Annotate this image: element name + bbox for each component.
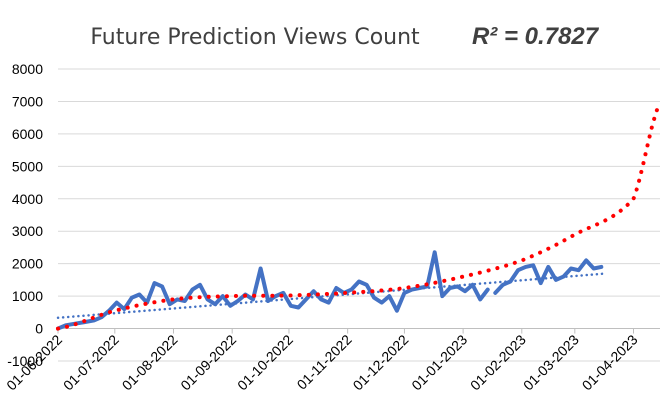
y-tick-label: 7000: [12, 93, 43, 109]
series-line-polynomial-trend: [56, 101, 662, 331]
x-tick-label: 01-10-2022: [234, 331, 296, 393]
y-axis-tick-labels: -1000 0 1000 2000 3000 4000 5000 6000 7000 8000: [7, 61, 43, 369]
x-tick-label: 01-08-2022: [119, 331, 181, 393]
x-tick-label: 01-02-2023: [467, 331, 529, 393]
r-squared-annotation: R² = 0.7827: [472, 23, 600, 50]
y-tick-label: 4000: [12, 191, 43, 207]
series-line-actual: [56, 250, 490, 331]
x-tick-label: 01-09-2022: [177, 331, 239, 393]
x-tick-label: 01-01-2023: [408, 331, 470, 393]
x-tick-label: 01-12-2022: [350, 331, 412, 393]
gridlines: [57, 68, 660, 362]
x-tick-label: 01-11-2022: [294, 331, 355, 392]
x-axis-tick-labels: 01-06-202201-07-202201-08-202201-09-2022…: [3, 331, 641, 393]
y-tick-label: 6000: [12, 126, 43, 142]
x-tick-label: 01-04-2023: [579, 331, 641, 393]
y-tick-label: 8000: [12, 61, 43, 77]
y-tick-label: 5000: [12, 158, 43, 174]
y-tick-label: 2000: [12, 256, 43, 272]
y-tick-label: 0: [35, 321, 43, 337]
y-tick-label: 1000: [12, 288, 43, 304]
series-line-linear-trend: [56, 272, 609, 320]
series-line-actual-continued: [493, 258, 604, 295]
y-tick-label: -1000: [7, 353, 43, 369]
x-tick-label: 01-03-2023: [520, 331, 582, 393]
chart-title: Future Prediction Views Count: [90, 25, 420, 50]
y-tick-label: 3000: [12, 223, 43, 239]
series-group: [56, 101, 662, 331]
x-tick-label: 01-07-2022: [60, 331, 122, 393]
